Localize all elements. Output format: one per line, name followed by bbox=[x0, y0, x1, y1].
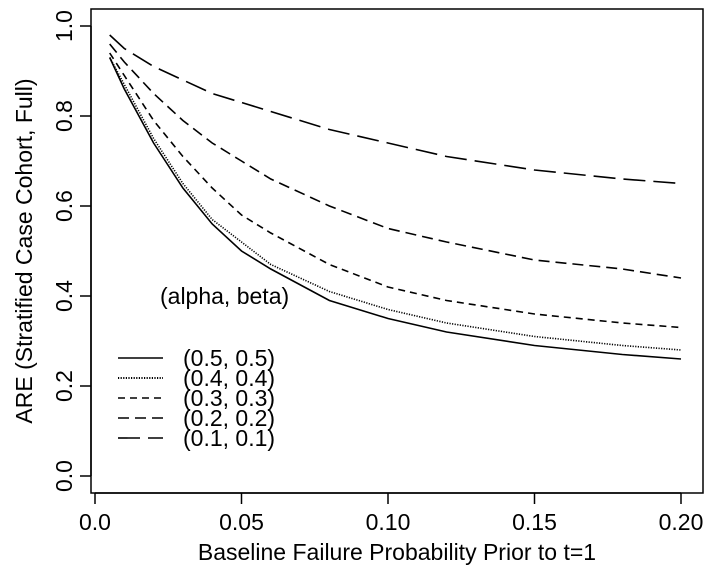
legend-title: (alpha, beta) bbox=[160, 283, 289, 309]
x-tick-label: 0.20 bbox=[659, 509, 704, 535]
y-tick-label: 1.0 bbox=[51, 10, 77, 42]
legend-label: (0.2, 0.2) bbox=[183, 405, 275, 431]
x-tick-label: 0.10 bbox=[366, 509, 411, 535]
series-group bbox=[108, 34, 682, 360]
y-tick-label: 0.0 bbox=[51, 460, 77, 492]
x-axis: 0.0 0.05 0.10 0.15 0.20 bbox=[79, 492, 704, 535]
series-line-2 bbox=[109, 52, 682, 329]
y-tick-label: 0.6 bbox=[51, 190, 77, 222]
series-line-0 bbox=[108, 57, 682, 360]
y-tick-label: 0.8 bbox=[51, 100, 77, 132]
x-tick-label: 0.0 bbox=[79, 509, 111, 535]
y-axis-title: ARE (Stratified Case Cohort, Full) bbox=[11, 78, 37, 423]
y-tick-label: 0.4 bbox=[51, 280, 77, 312]
legend-label: (0.1, 0.1) bbox=[183, 425, 275, 451]
legend-label: (0.5, 0.5) bbox=[183, 345, 275, 371]
legend-label: (0.3, 0.3) bbox=[183, 385, 275, 411]
series-line-3 bbox=[109, 43, 682, 279]
x-tick-label: 0.05 bbox=[219, 509, 264, 535]
y-axis: 0.0 0.2 0.4 0.6 0.8 1.0 bbox=[51, 10, 92, 492]
legend-label: (0.4, 0.4) bbox=[183, 365, 275, 391]
x-axis-title: Baseline Failure Probability Prior to t=… bbox=[198, 539, 596, 565]
y-tick-label: 0.2 bbox=[51, 370, 77, 402]
legend: (alpha, beta) (0.5, 0.5)(0.4, 0.4)(0.3, … bbox=[118, 283, 289, 451]
series-line-1 bbox=[108, 57, 682, 351]
x-tick-label: 0.15 bbox=[512, 509, 557, 535]
series-line-4 bbox=[109, 34, 682, 185]
